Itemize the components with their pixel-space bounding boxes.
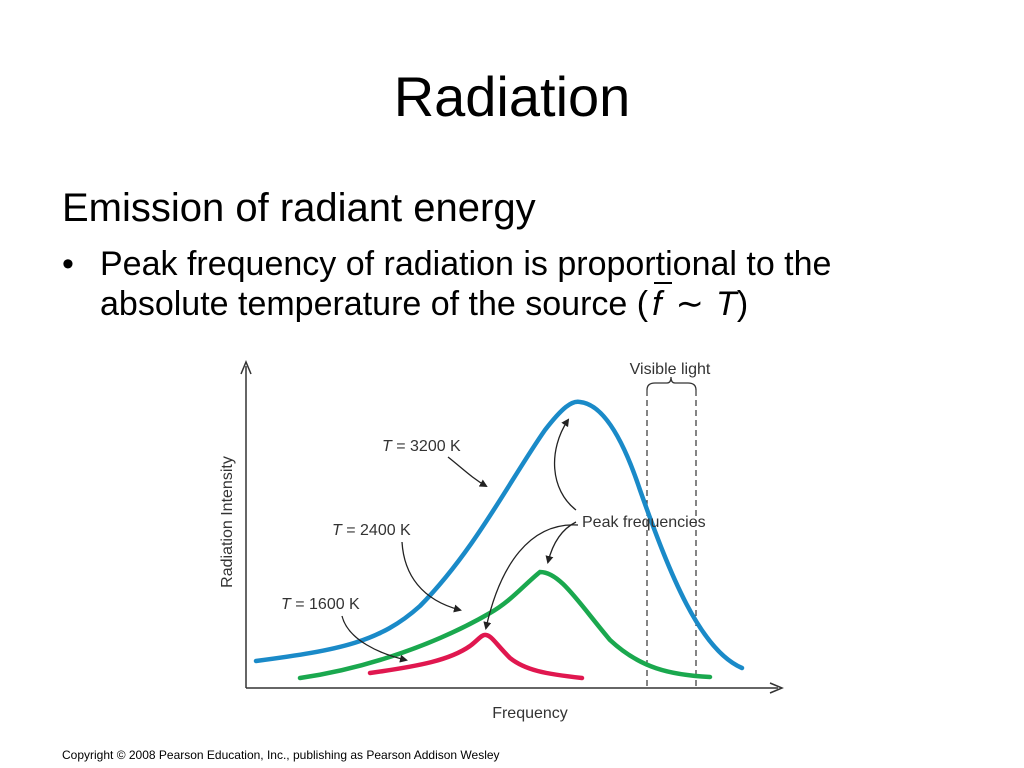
bullet-text: Peak frequency of radiation is proportio… xyxy=(100,244,1000,324)
curve-label-3200K-value: = 3200 K xyxy=(392,438,461,455)
curve-label-1600K-T: T xyxy=(281,596,292,613)
bullet-line-2: absolute temperature of the source (f ∼ T) xyxy=(100,282,1000,324)
curve-label-2400K: T = 2400 K xyxy=(332,522,411,539)
blackbody-radiation-diagram: Radiation Intensity Frequency Visible li… xyxy=(219,360,784,722)
y-axis-label: Radiation Intensity xyxy=(219,456,236,588)
leader-arrow-3200K xyxy=(447,456,488,487)
curve-label-1600K-value: = 1600 K xyxy=(291,596,360,613)
peak-arrow-1600K xyxy=(483,524,579,630)
slide-title: Radiation xyxy=(393,65,631,128)
curve-1600K xyxy=(367,632,585,681)
formula-sim: ∼ xyxy=(675,285,705,323)
leader-arrow-1600K xyxy=(341,615,408,663)
bullet-marker: • xyxy=(62,245,74,283)
visible-light-label: Visible light xyxy=(630,361,711,378)
bullet-line-1: Peak frequency of radiation is proportio… xyxy=(100,245,832,283)
leader-arrow-2400K xyxy=(401,541,462,613)
curve-label-2400K-value: = 2400 K xyxy=(342,522,411,539)
y-axis-arrow xyxy=(240,360,252,375)
peak-arrow-3200K xyxy=(553,418,577,511)
formula-T: T xyxy=(716,285,737,323)
proportionality-formula: f ∼ T xyxy=(648,282,737,324)
curve-2400K xyxy=(297,569,713,681)
visible-light-brace xyxy=(646,376,697,391)
curve-3200K xyxy=(253,399,745,671)
curve-label-1600K: T = 1600 K xyxy=(281,596,360,613)
x-axis-arrow xyxy=(769,682,784,694)
copyright-notice: Copyright © 2008 Pearson Education, Inc.… xyxy=(62,748,500,762)
peak-frequencies-label: Peak frequencies xyxy=(582,514,706,531)
bullet-line-2-suffix: ) xyxy=(736,285,749,323)
curve-label-2400K-T: T xyxy=(332,522,343,539)
curve-label-3200K: T = 3200 K xyxy=(382,438,461,455)
formula-f: f xyxy=(652,285,662,323)
bullet-line-2-prefix: absolute temperature of the source ( xyxy=(100,285,649,323)
f-bar-mark xyxy=(654,282,673,284)
curve-label-3200K-T: T xyxy=(382,438,393,455)
subheading: Emission of radiant energy xyxy=(62,186,536,230)
x-axis-label: Frequency xyxy=(492,705,568,722)
